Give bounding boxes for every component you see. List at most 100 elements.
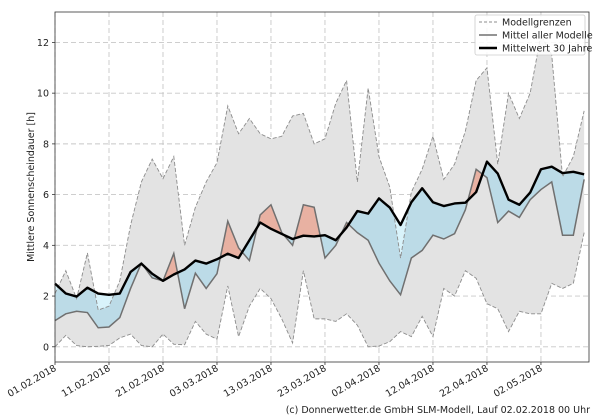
data-point-upper: [421, 168, 423, 170]
data-point-lower: [475, 278, 477, 280]
data-point-mean: [443, 238, 445, 240]
y-axis: 0 2 4 6 8 10 12: [37, 38, 55, 353]
data-point-mean: [335, 245, 337, 247]
copyright-footer: (c) Donnerwetter.de GmbH SLM-Modell, Lau…: [285, 405, 590, 416]
data-point-lower: [562, 288, 564, 290]
data-point-upper: [119, 280, 121, 282]
data-point-lower: [119, 337, 121, 339]
data-point-climate: [508, 199, 510, 201]
data-point-climate: [97, 293, 99, 295]
data-point-mean: [411, 257, 413, 259]
data-point-mean: [205, 288, 207, 290]
data-point-climate: [562, 172, 564, 174]
data-point-mean: [76, 310, 78, 312]
data-point-mean: [519, 217, 521, 219]
legend-box: [474, 14, 586, 56]
data-point-lower: [292, 342, 294, 344]
data-point-upper: [432, 135, 434, 137]
data-point-upper: [259, 133, 261, 135]
legend-label-climate: Mittelwert 30 Jahre: [502, 44, 592, 55]
data-point-climate: [573, 171, 575, 173]
data-point-upper: [313, 143, 315, 145]
data-point-lower: [205, 333, 207, 335]
data-point-climate: [65, 293, 67, 295]
plot-frame: [54, 11, 590, 363]
data-point-lower: [411, 336, 413, 338]
data-point-climate: [151, 273, 153, 275]
data-point-lower: [465, 270, 467, 272]
data-point-lower: [454, 295, 456, 297]
data-point-lower: [87, 346, 89, 348]
data-point-lower: [486, 303, 488, 305]
data-point-upper: [529, 92, 531, 94]
data-point-climate: [465, 202, 467, 204]
data-point-lower: [227, 285, 229, 287]
data-point-climate: [378, 198, 380, 200]
series-line-climate-mean: [54, 160, 585, 298]
data-point-upper: [281, 135, 283, 137]
data-point-mean: [400, 294, 402, 296]
data-point-upper: [303, 113, 305, 115]
data-point-climate: [519, 204, 521, 206]
data-point-upper: [270, 138, 272, 140]
data-point-mean: [324, 257, 326, 259]
data-point-lower: [540, 313, 542, 315]
data-point-climate: [486, 161, 488, 163]
data-point-climate: [270, 228, 272, 230]
data-point-mean: [249, 260, 251, 262]
data-point-lower: [519, 310, 521, 312]
data-point-climate: [238, 257, 240, 259]
data-point-climate: [205, 263, 207, 265]
data-point-climate: [529, 192, 531, 194]
data-point-upper: [76, 298, 78, 300]
data-point-upper: [562, 176, 564, 178]
data-point-upper: [162, 178, 164, 180]
data-point-climate: [87, 287, 89, 289]
data-point-climate: [216, 258, 218, 260]
data-point-climate: [551, 166, 553, 168]
data-point-lower: [238, 336, 240, 338]
data-point-upper: [238, 133, 240, 135]
data-point-climate: [454, 203, 456, 205]
data-point-mean: [184, 308, 186, 310]
data-point-lower: [303, 270, 305, 272]
data-point-mean: [303, 204, 305, 206]
data-point-climate: [335, 239, 337, 241]
series-line-upper-bound: [54, 33, 585, 311]
data-point-lower: [432, 336, 434, 338]
data-point-lower: [97, 345, 99, 347]
data-point-climate: [141, 263, 143, 265]
data-point-upper: [486, 67, 488, 69]
data-point-mean: [475, 168, 477, 170]
data-point-lower: [497, 308, 499, 310]
data-point-upper: [443, 179, 445, 181]
data-point-mean: [259, 214, 261, 216]
data-point-upper: [216, 162, 218, 164]
data-point-upper: [508, 92, 510, 94]
legend-label-mean: Mittel aller Modelle: [502, 31, 593, 42]
below-climate-fill: [55, 161, 585, 328]
data-point-climate: [497, 173, 499, 175]
data-point-lower: [583, 232, 585, 234]
data-point-upper: [292, 115, 294, 117]
data-point-upper: [173, 156, 175, 158]
data-point-mean: [357, 232, 359, 234]
data-point-mean: [108, 326, 110, 328]
data-point-climate: [421, 187, 423, 189]
data-point-upper: [454, 163, 456, 165]
data-point-lower: [162, 333, 164, 335]
legend-label-range: Modellgrenzen: [502, 18, 572, 29]
data-point-upper: [357, 181, 359, 183]
data-point-lower: [313, 318, 315, 320]
data-point-climate: [357, 210, 359, 212]
data-point-upper: [97, 309, 99, 311]
data-point-lower: [195, 321, 197, 323]
data-point-climate: [400, 224, 402, 226]
y-tick-label: 6: [43, 190, 49, 201]
data-point-climate: [540, 168, 542, 170]
data-point-mean: [216, 273, 218, 275]
data-point-upper: [130, 224, 132, 226]
y-tick-label: 0: [43, 342, 49, 353]
data-point-upper: [465, 130, 467, 132]
